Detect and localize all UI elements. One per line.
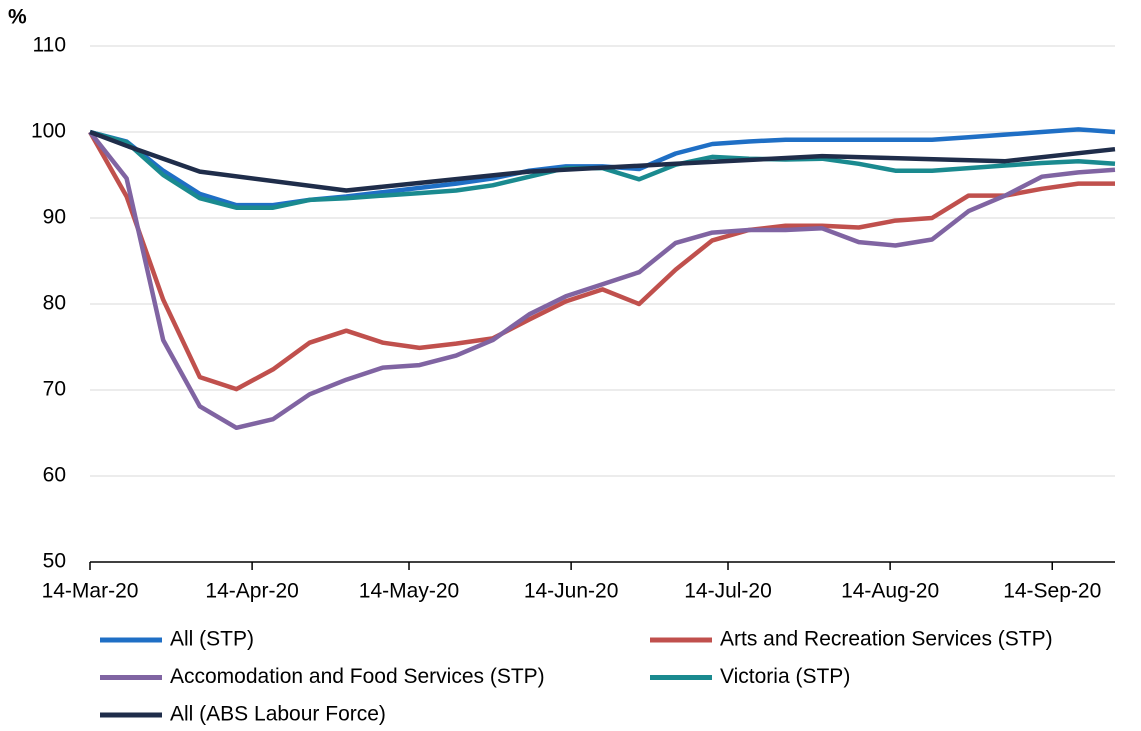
y-tick-label: 50	[43, 550, 66, 573]
series-line	[89, 129, 1116, 193]
x-tick-label: 14-Sep-20	[1003, 580, 1101, 603]
x-tick-label: 14-Jul-20	[684, 580, 772, 603]
legend-label: Arts and Recreation Services (STP)	[720, 628, 1053, 651]
y-tick-label: 80	[43, 292, 66, 315]
legend-label: All (ABS Labour Force)	[170, 703, 386, 726]
legend-label: All (STP)	[170, 628, 254, 651]
x-tick-label: 14-Jun-20	[524, 580, 619, 603]
y-tick-label: 100	[31, 120, 66, 143]
y-tick-label: 110	[33, 34, 66, 57]
x-tick-label: 14-Aug-20	[841, 580, 939, 603]
y-axis-label: %	[8, 6, 27, 29]
legend-label: Accomodation and Food Services (STP)	[170, 665, 545, 688]
legend-label: Victoria (STP)	[720, 665, 850, 688]
x-tick-label: 14-Apr-20	[205, 580, 298, 603]
y-tick-label: 60	[43, 464, 66, 487]
x-tick-label: 14-Mar-20	[42, 580, 139, 603]
series-line	[88, 130, 1115, 392]
series-line	[88, 130, 1116, 431]
y-tick-label: 70	[43, 378, 66, 401]
y-tick-label: 90	[43, 206, 66, 229]
x-tick-label: 14-May-20	[359, 580, 459, 603]
